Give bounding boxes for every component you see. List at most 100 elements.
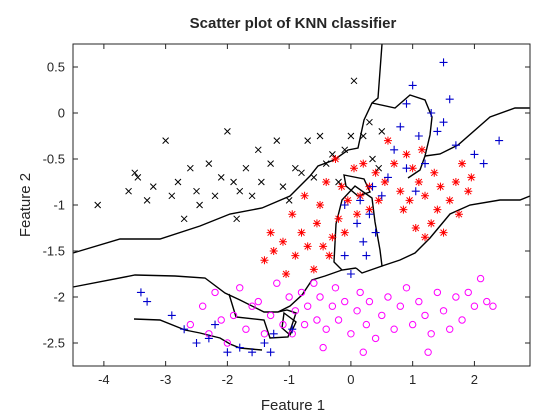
data-point [359, 132, 367, 140]
data-point [288, 325, 297, 334]
decision-boundary-line [424, 107, 530, 157]
data-point [300, 191, 309, 200]
data-point [198, 302, 207, 310]
data-point [340, 251, 349, 260]
data-point [411, 224, 420, 232]
decision-boundary-line [381, 195, 531, 267]
data-point [375, 164, 383, 172]
axes-box [72, 43, 531, 367]
chart-title: Scatter plot of KNN classifier [190, 15, 397, 32]
data-point [470, 302, 479, 310]
data-point [204, 334, 213, 343]
data-point [399, 205, 408, 214]
data-point [369, 155, 376, 163]
data-point [273, 137, 281, 144]
data-point [359, 237, 368, 246]
data-point [328, 233, 337, 242]
y-tick-label: 0.5 [47, 60, 65, 75]
data-point [421, 233, 430, 242]
data-point [273, 279, 281, 287]
data-point [322, 160, 330, 167]
data-point [356, 288, 364, 297]
data-point [402, 284, 411, 292]
data-point [417, 145, 426, 154]
data-point [180, 325, 189, 334]
data-point [260, 256, 269, 265]
data-point [383, 173, 392, 182]
data-point [310, 279, 318, 287]
data-point [297, 228, 306, 237]
data-point [349, 164, 358, 173]
data-point [368, 182, 377, 191]
data-point [421, 159, 430, 168]
data-point [390, 159, 399, 168]
data-point [242, 325, 250, 333]
x-tick-label: -2 [222, 372, 234, 387]
data-point [433, 288, 442, 297]
data-point [396, 187, 405, 196]
data-point [193, 187, 200, 195]
data-point [196, 201, 203, 209]
data-point [211, 192, 219, 200]
data-point [319, 343, 327, 352]
data-point [149, 183, 157, 190]
data-point [266, 348, 275, 357]
data-point [285, 197, 293, 204]
data-point [446, 325, 454, 333]
decision-boundary-line [371, 94, 433, 179]
data-point [359, 348, 367, 356]
data-point [380, 178, 389, 186]
data-point [285, 293, 293, 301]
data-point [371, 168, 380, 177]
data-point [217, 316, 225, 324]
data-point [319, 242, 328, 251]
data-point [445, 196, 454, 205]
data-point [467, 173, 476, 182]
data-point [313, 316, 321, 324]
data-point [371, 228, 380, 237]
data-point [483, 297, 491, 306]
data-point [334, 214, 343, 223]
data-point [266, 228, 275, 237]
data-point [427, 330, 435, 338]
x-tick-label: -3 [160, 372, 172, 387]
data-point [347, 330, 355, 338]
data-point [451, 141, 460, 150]
data-point [331, 284, 340, 292]
data-point [359, 159, 368, 168]
data-point [254, 297, 262, 306]
data-point [350, 77, 358, 85]
data-point [436, 182, 445, 191]
data-point [458, 159, 467, 168]
decision-boundaries [72, 43, 531, 351]
data-point [343, 196, 352, 205]
data-point [479, 159, 488, 168]
data-point [427, 109, 436, 117]
data-point [233, 215, 241, 223]
data-point [458, 316, 466, 324]
data-point [476, 274, 485, 283]
data-point [415, 297, 423, 306]
data-point [414, 178, 423, 186]
data-point [331, 155, 340, 163]
data-point [421, 191, 430, 200]
data-point [433, 205, 442, 214]
x-tick-label: 0 [347, 372, 354, 387]
data-point [439, 58, 448, 67]
data-point [439, 307, 448, 315]
data-point [346, 270, 355, 278]
data-point [341, 146, 349, 154]
data-point [211, 288, 219, 297]
plot-area [72, 43, 531, 357]
data-point [205, 160, 213, 167]
data-point [390, 325, 398, 333]
data-point [143, 297, 152, 306]
data-point [162, 137, 169, 144]
data-point [167, 311, 176, 320]
data-point [347, 132, 355, 140]
data-point [396, 302, 405, 310]
data-point [217, 174, 225, 181]
data-point [377, 191, 386, 200]
scatter-points [94, 58, 504, 357]
data-point [143, 197, 151, 204]
